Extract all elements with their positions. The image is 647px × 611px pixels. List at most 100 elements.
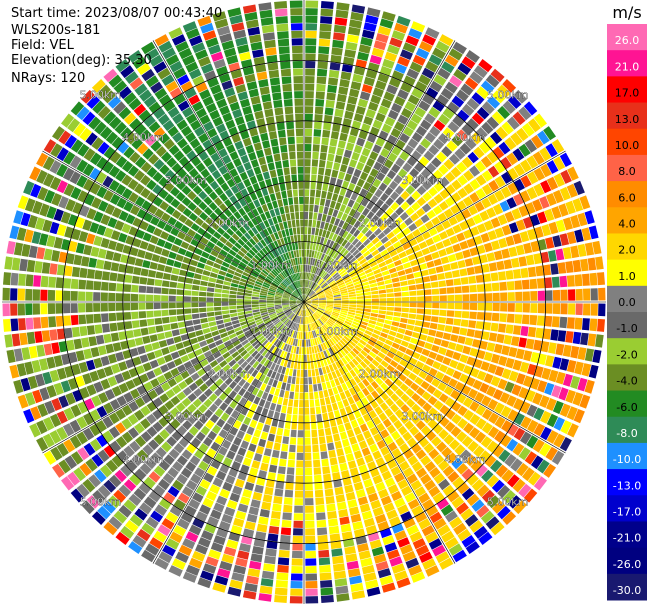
ray-gate: [424, 309, 431, 315]
ray-gate: [275, 588, 288, 596]
ray-gate: [321, 595, 334, 603]
ray-gate: [317, 520, 327, 528]
ray-gate: [318, 429, 324, 437]
ray-gate: [399, 275, 407, 281]
ray-gate: [325, 489, 334, 497]
ray-gate: [353, 426, 361, 435]
ray-gate: [342, 302, 349, 304]
ray-gate: [263, 563, 275, 572]
ray-gate: [334, 300, 341, 302]
ray-gate: [335, 441, 343, 449]
ray-gate: [529, 279, 537, 289]
ray-gate: [320, 152, 327, 160]
ray-gate: [335, 109, 344, 117]
ray-gate: [293, 536, 303, 543]
ray-gate: [348, 568, 361, 577]
ray-gate: [340, 164, 348, 172]
ray-gate: [450, 334, 458, 342]
ray-gate: [335, 155, 343, 163]
ray-gate: [384, 320, 392, 325]
ray-gate: [311, 182, 316, 189]
ray-gate: [276, 573, 288, 581]
ray-gate: [277, 215, 283, 223]
ray-gate: [356, 308, 363, 311]
ray-gate: [280, 451, 287, 459]
ray-gate: [263, 171, 270, 179]
ray-gate: [247, 169, 255, 178]
ray-gate: [223, 281, 231, 286]
ray-gate: [364, 292, 371, 296]
ray-gate: [322, 466, 330, 474]
ray-gate: [491, 272, 499, 281]
ray-gate: [206, 297, 213, 301]
ray-gate: [346, 492, 356, 501]
ray-gate: [417, 303, 424, 308]
ray-gate: [514, 280, 522, 290]
ray-gate: [11, 319, 19, 332]
ray-gate: [126, 330, 134, 339]
ray-gate: [504, 335, 512, 345]
ray-gate: [445, 246, 454, 255]
ray-gate: [338, 455, 346, 463]
ray-gate: [410, 338, 418, 345]
ray-gate: [528, 267, 536, 277]
ray-gate: [575, 318, 583, 330]
ray-gate: [560, 303, 567, 314]
ray-gate: [331, 47, 343, 55]
ray-gate: [251, 499, 261, 508]
ray-gate: [79, 268, 87, 278]
ray-gate: [409, 285, 417, 291]
ray-gate: [280, 183, 286, 191]
ray-gate: [440, 295, 447, 301]
ray-gate: [293, 189, 298, 196]
ray-gate: [272, 396, 278, 404]
ray-gate: [377, 318, 385, 323]
ray-gate: [334, 571, 346, 580]
ray-gate: [588, 258, 597, 271]
ray-gate: [209, 321, 217, 327]
ray-gate: [394, 312, 402, 317]
ray-gate: [254, 111, 263, 120]
ray-gate: [402, 292, 409, 297]
ray-gate: [290, 384, 295, 392]
ray-gate: [331, 465, 339, 473]
ray-gate: [305, 491, 313, 498]
ray-gate: [304, 370, 307, 377]
ray-gate: [292, 377, 296, 385]
ray-gate: [294, 197, 299, 204]
ray-gate: [305, 99, 314, 106]
ray-gate: [492, 283, 500, 292]
ray-gate: [317, 527, 327, 535]
ray-gate: [305, 114, 313, 121]
ray-gate: [277, 397, 283, 405]
ray-gate: [230, 313, 238, 317]
ray-gate: [137, 249, 146, 258]
ray-gate: [563, 345, 572, 357]
ray-gate: [477, 350, 486, 359]
ray-gate: [409, 314, 417, 320]
ray-gate: [511, 336, 520, 346]
ray-gate: [188, 265, 196, 272]
ray-gate: [290, 159, 296, 167]
ray-gate: [394, 307, 401, 312]
ray-gate: [292, 38, 303, 45]
ray-gate: [177, 283, 185, 289]
ray-gate: [290, 235, 294, 243]
ray-gate: [447, 287, 455, 294]
ray-gate: [330, 457, 338, 465]
ray-gate: [18, 289, 25, 301]
ray-gate: [18, 318, 26, 330]
ray-gate: [147, 352, 156, 361]
ray-gate: [484, 312, 492, 320]
ray-gate: [491, 323, 499, 332]
ray-gate: [148, 270, 156, 278]
ray-gate: [4, 334, 13, 347]
ray-gate: [252, 49, 264, 58]
ray-gate: [208, 282, 216, 287]
ray-gate: [269, 526, 279, 534]
ray-gate: [591, 288, 598, 300]
ray-gate: [267, 302, 274, 304]
ray-gate: [332, 40, 344, 49]
ray-gate: [312, 437, 318, 445]
